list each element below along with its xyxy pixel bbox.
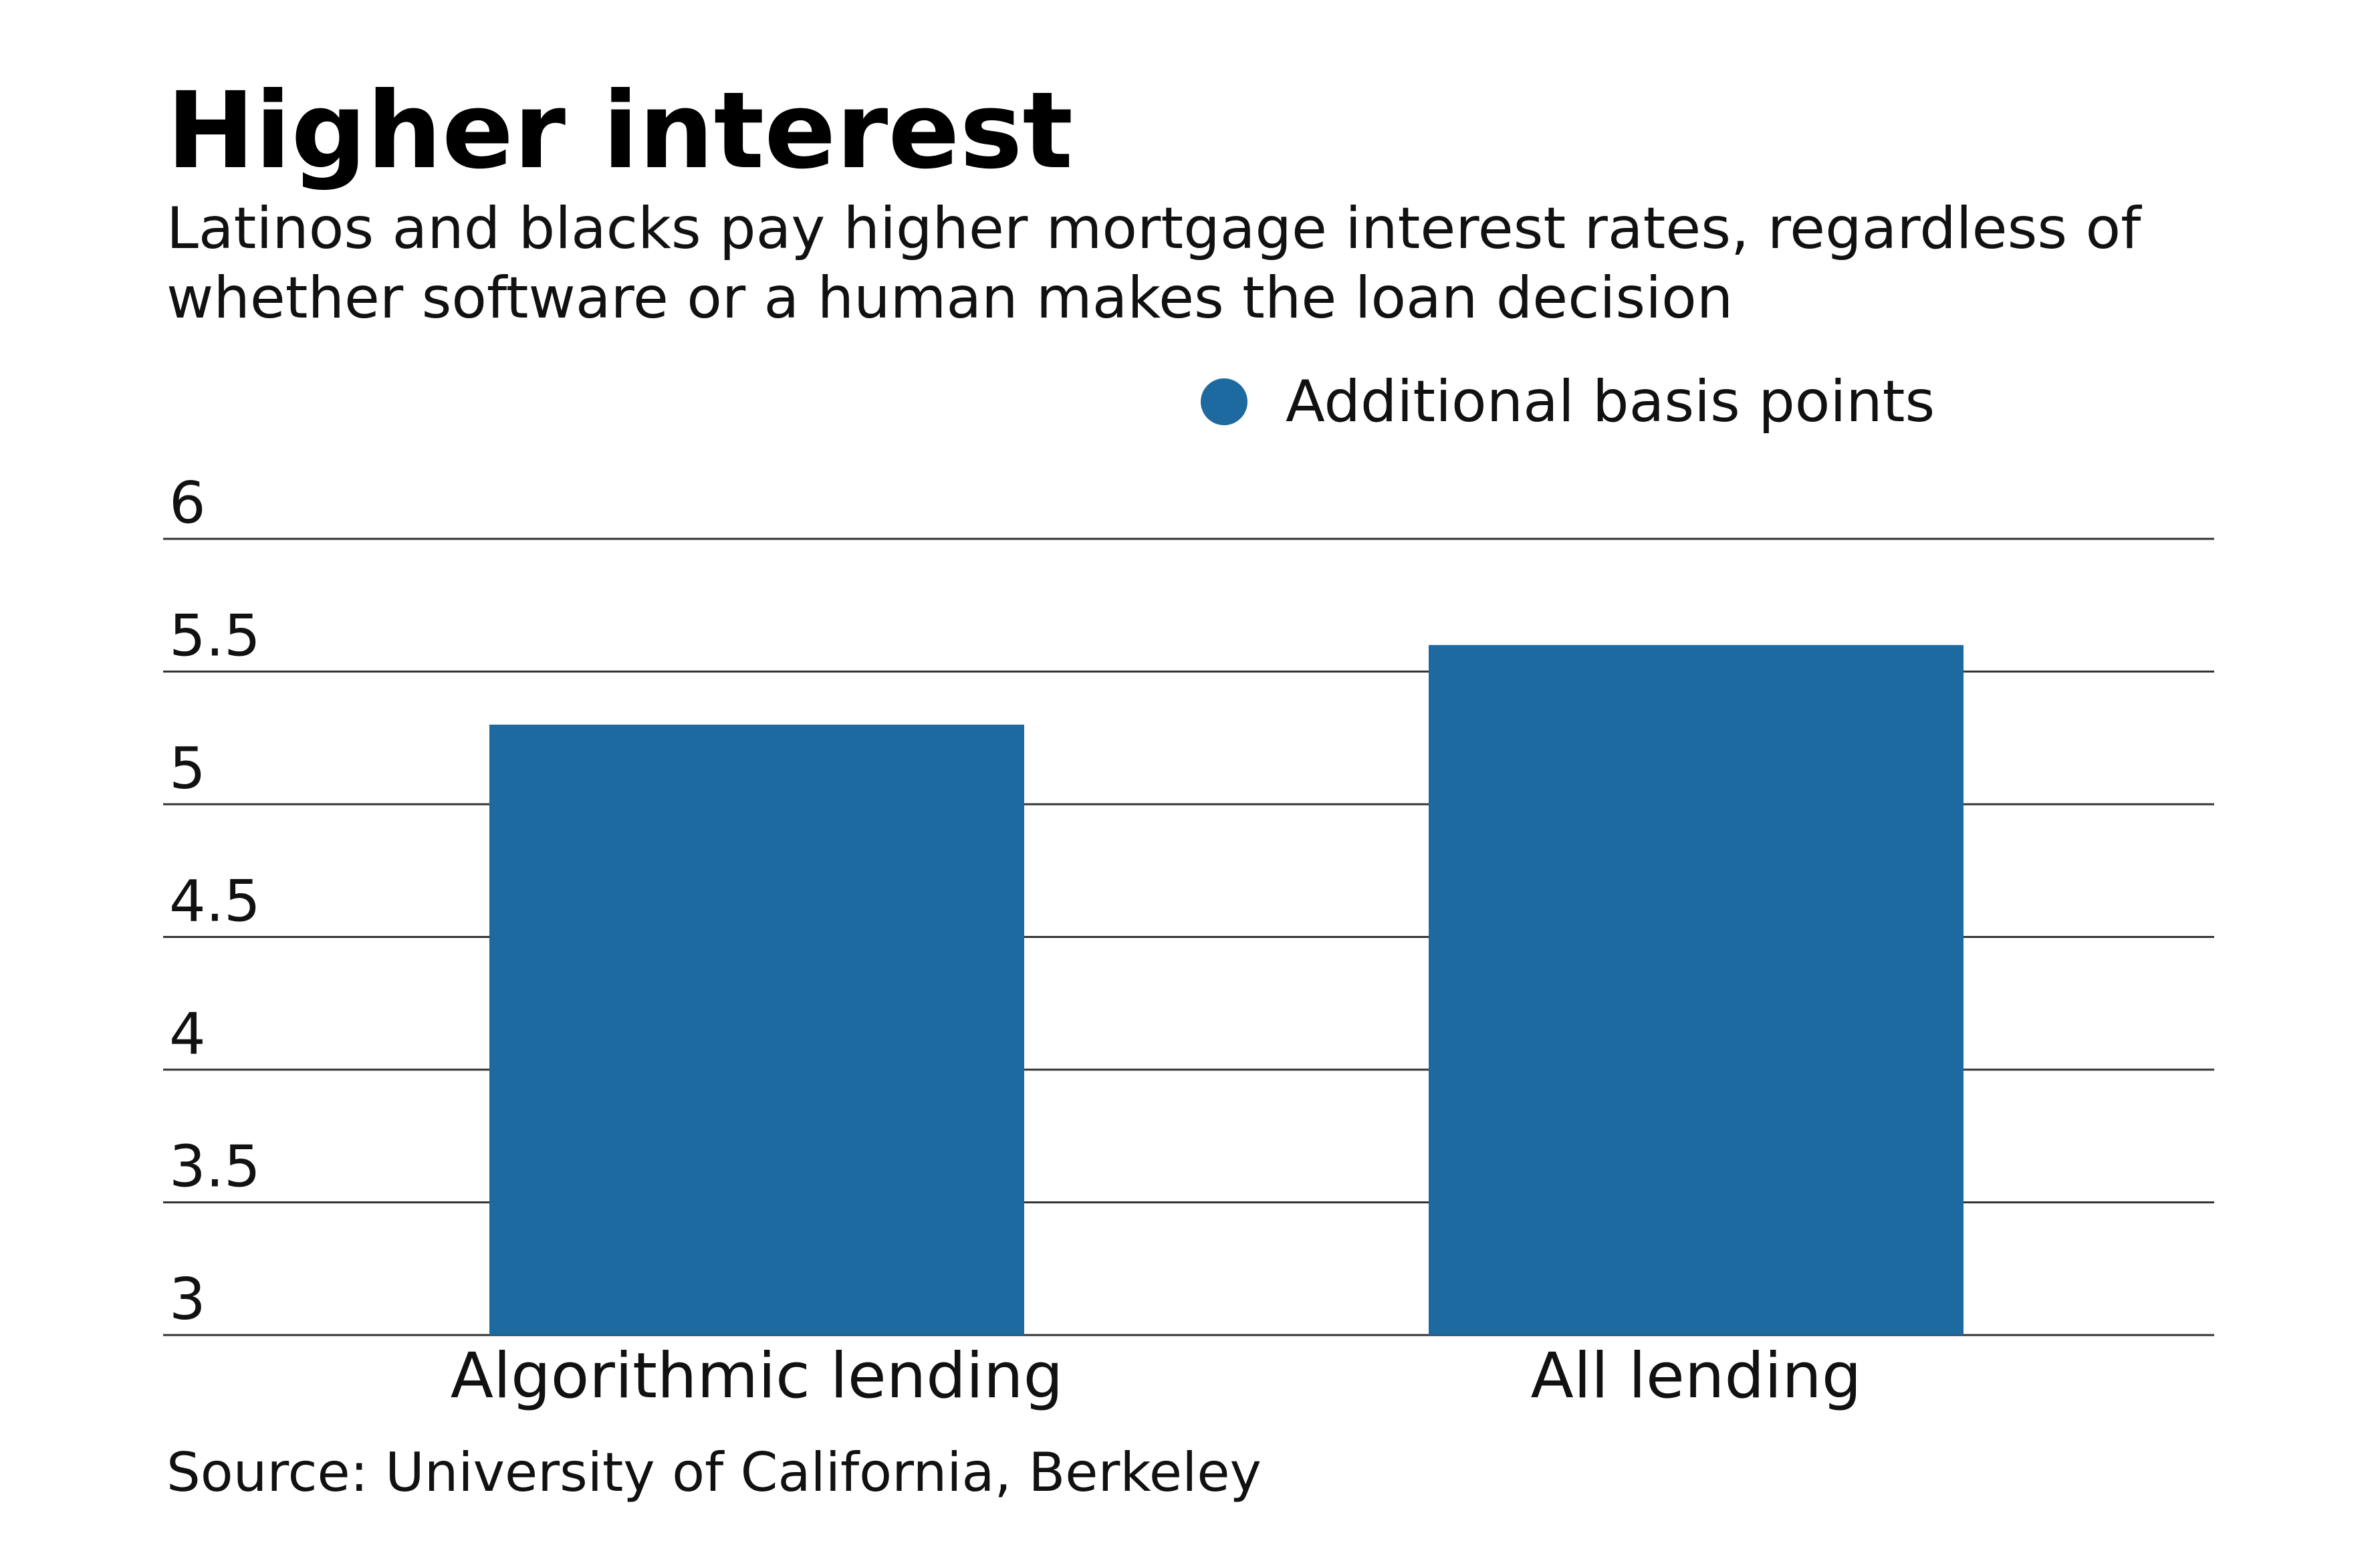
bar — [489, 724, 1024, 1335]
y-tick-label: 5 — [169, 735, 206, 802]
x-tick-label: Algorithmic lending — [451, 1340, 1064, 1413]
chart-title: Higher interest — [166, 70, 1073, 193]
y-tick-label: 3.5 — [169, 1134, 261, 1201]
legend-label: Additional basis points — [1286, 368, 1935, 435]
y-tick-label: 4 — [169, 1001, 206, 1068]
source: Source: University of California, Berkel… — [166, 1441, 1262, 1504]
legend-marker — [1201, 378, 1247, 425]
x-tick-label: All lending — [1531, 1340, 1862, 1413]
y-tick-label: 6 — [169, 470, 206, 537]
y-tick-label: 3 — [169, 1266, 206, 1333]
subtitle-box: Latinos and blacks pay higher mortgage i… — [166, 195, 2141, 332]
chart-subtitle: Latinos and blacks pay higher mortgage i… — [166, 195, 2141, 332]
y-tick-label: 5.5 — [169, 603, 261, 670]
y-tick-label: 4.5 — [169, 868, 261, 935]
bar — [1429, 644, 1964, 1335]
